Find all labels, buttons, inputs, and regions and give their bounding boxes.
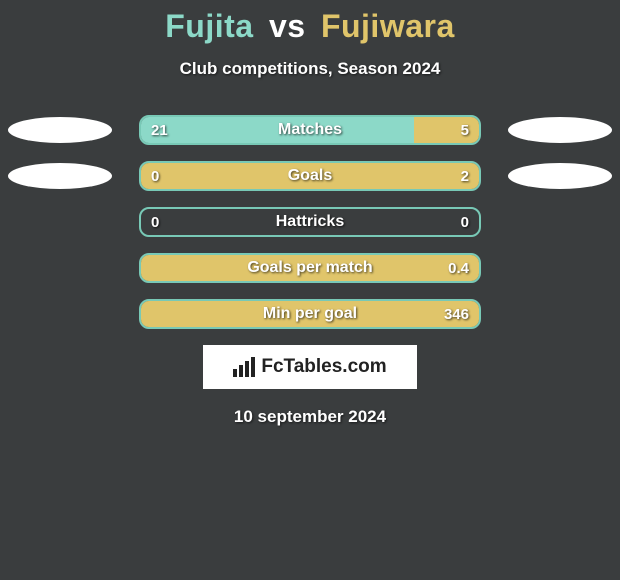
stat-value-p1: 0 (151, 209, 159, 235)
page-title: Fujita vs Fujiwara (0, 8, 620, 45)
brand-text: FcTables.com (261, 356, 386, 378)
bar-segment-p2 (414, 117, 479, 143)
stat-bar: Goals per match0.4 (139, 253, 481, 283)
stat-bar: 0Hattricks0 (139, 207, 481, 237)
comparison-card: Fujita vs Fujiwara Club competitions, Se… (0, 0, 620, 427)
stat-value-p2: 0 (461, 209, 469, 235)
stat-row: Goals per match0.4 (0, 253, 620, 283)
stat-row: Min per goal346 (0, 299, 620, 329)
stat-row: 0Hattricks0 (0, 207, 620, 237)
stat-label: Hattricks (141, 209, 479, 235)
player1-badge (8, 163, 112, 189)
bar-segment-p1 (141, 117, 414, 143)
player1-badge (8, 117, 112, 143)
date-text: 10 september 2024 (0, 407, 620, 427)
bars-icon (233, 357, 255, 377)
bar-segment-p2 (141, 255, 479, 281)
player1-name: Fujita (165, 8, 253, 44)
stat-rows: 21Matches5 0Goals2 0Hattricks0 Goals per ma… (0, 115, 620, 329)
bar-segment-p2 (141, 301, 479, 327)
bar-segment-p2 (141, 163, 479, 189)
player2-name: Fujiwara (321, 8, 455, 44)
stat-row: 21Matches5 (0, 115, 620, 145)
stat-bar: Min per goal346 (139, 299, 481, 329)
stat-bar: 21Matches5 (139, 115, 481, 145)
vs-text: vs (269, 8, 306, 44)
brand-badge: FcTables.com (203, 345, 417, 389)
stat-bar: 0Goals2 (139, 161, 481, 191)
subtitle: Club competitions, Season 2024 (0, 59, 620, 79)
player2-badge (508, 117, 612, 143)
player2-badge (508, 163, 612, 189)
stat-row: 0Goals2 (0, 161, 620, 191)
